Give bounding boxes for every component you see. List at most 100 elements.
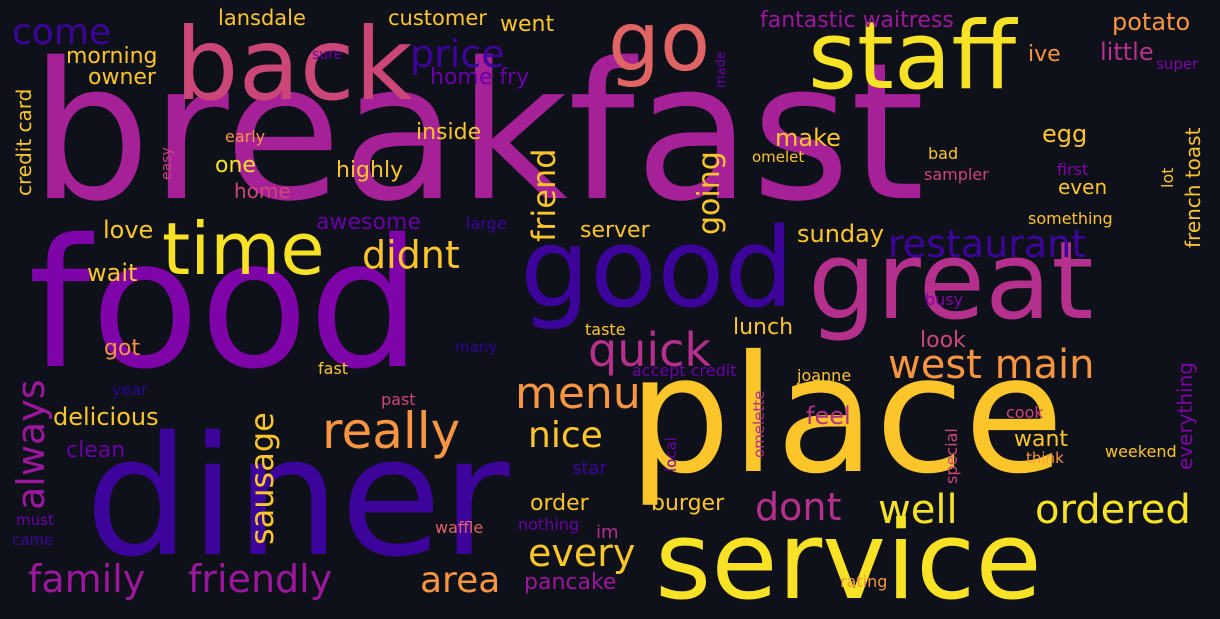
- word-area: area: [420, 560, 501, 601]
- word-diner: diner: [85, 401, 510, 593]
- word-sausage: sausage: [243, 412, 281, 545]
- word-joanne: joanne: [797, 366, 852, 385]
- word-nothing: nothing: [518, 515, 580, 534]
- word-fantastic-waitress: fantastic waitress: [760, 8, 954, 33]
- word-weekend: weekend: [1105, 442, 1177, 461]
- word-go: go: [608, 0, 711, 90]
- word-even: even: [1058, 175, 1108, 199]
- word-time: time: [162, 207, 325, 291]
- word-fast: fast: [318, 359, 349, 378]
- word-sampler: sampler: [924, 165, 989, 184]
- word-wait: wait: [87, 259, 138, 287]
- word-got: got: [104, 336, 141, 361]
- word-west-main: west main: [888, 342, 1095, 388]
- word-come: come: [12, 12, 112, 53]
- word-burger: burger: [651, 491, 725, 516]
- word-highly: highly: [336, 158, 404, 183]
- word-back: back: [175, 6, 413, 123]
- word-going: going: [692, 151, 727, 235]
- word-menu: menu: [515, 368, 641, 419]
- word-every: every: [528, 531, 636, 575]
- word-food: food: [28, 201, 422, 408]
- word-always: always: [9, 379, 53, 511]
- word-home: home: [234, 179, 291, 203]
- word-accept-credit: accept credit: [632, 361, 737, 380]
- word-egg: egg: [1042, 120, 1088, 148]
- word-didnt: didnt: [362, 233, 460, 277]
- word-waffle: waffle: [435, 518, 484, 537]
- word-breakfast: breakfast: [30, 22, 925, 243]
- word-went: went: [500, 12, 555, 37]
- word-little: little: [1100, 38, 1154, 66]
- word-home-fry: home fry: [430, 65, 530, 90]
- word-really: really: [322, 402, 461, 460]
- word-well: well: [878, 487, 958, 533]
- word-special: special: [942, 428, 961, 484]
- word-local: local: [662, 437, 680, 472]
- word-lansdale: lansdale: [218, 6, 306, 30]
- word-love: love: [103, 216, 154, 244]
- word-delicious: delicious: [53, 403, 159, 431]
- word-customer: customer: [388, 6, 487, 30]
- word-server: server: [580, 218, 650, 243]
- word-ive: ive: [1028, 42, 1061, 67]
- word-one: one: [215, 153, 256, 178]
- word-make: make: [775, 124, 841, 152]
- word-look: look: [920, 328, 966, 353]
- word-busy: busy: [925, 290, 964, 309]
- word-omelet: omelet: [752, 148, 805, 166]
- word-sunday: sunday: [797, 220, 885, 248]
- word-awesome: awesome: [316, 210, 421, 235]
- word-friend: friend: [525, 148, 563, 242]
- word-order: order: [530, 491, 589, 516]
- word-taste: taste: [585, 320, 626, 339]
- word-good: good: [520, 204, 795, 332]
- word-think: think: [1026, 449, 1064, 467]
- word-ordered: ordered: [1035, 487, 1191, 533]
- word-clean: clean: [66, 438, 126, 463]
- word-want: want: [1014, 427, 1069, 452]
- word-family: family: [28, 557, 146, 601]
- word-morning: morning: [66, 44, 158, 69]
- word-pancake: pancake: [524, 570, 617, 595]
- word-owner: owner: [88, 65, 156, 90]
- word-must: must: [16, 511, 54, 529]
- word-restaurant: restaurant: [888, 222, 1087, 266]
- word-everything: everything: [1173, 362, 1197, 470]
- word-service: service: [655, 499, 1042, 619]
- word-feel: feel: [806, 402, 851, 430]
- word-first: first: [1057, 160, 1089, 179]
- word-lot: lot: [1158, 167, 1177, 188]
- word-super: super: [1156, 55, 1199, 73]
- word-cook: cook: [1006, 403, 1044, 422]
- word-staff: staff: [808, 2, 1017, 111]
- word-credit-card: credit card: [12, 88, 36, 196]
- word-early: early: [225, 127, 266, 146]
- word-large: large: [466, 214, 507, 233]
- word-price: price: [410, 32, 505, 76]
- word-nice: nice: [528, 415, 603, 456]
- word-dont: dont: [755, 485, 842, 529]
- word-easy: easy: [159, 147, 175, 180]
- word-omelette: omelette: [750, 390, 768, 458]
- word-past: past: [381, 390, 416, 409]
- word-year: year: [112, 380, 148, 399]
- word-place: place: [628, 322, 1064, 510]
- word-rating: rating: [840, 572, 888, 591]
- word-im: im: [596, 522, 619, 543]
- word-sure: sure: [312, 47, 343, 63]
- word-quick: quick: [588, 323, 712, 377]
- word-something: something: [1028, 209, 1113, 228]
- word-star: star: [572, 458, 607, 479]
- word-bad: bad: [928, 144, 959, 163]
- word-friendly: friendly: [188, 557, 333, 601]
- word-inside: inside: [416, 120, 482, 145]
- word-french-toast: french toast: [1181, 127, 1205, 248]
- word-many: many: [455, 338, 498, 356]
- word-lunch: lunch: [733, 315, 794, 340]
- word-potato: potato: [1112, 8, 1191, 36]
- word-made: made: [714, 51, 729, 88]
- word-came: came: [12, 531, 54, 549]
- word-great: great: [808, 219, 1094, 344]
